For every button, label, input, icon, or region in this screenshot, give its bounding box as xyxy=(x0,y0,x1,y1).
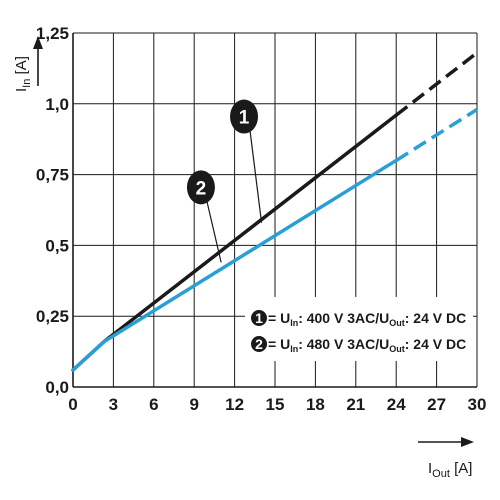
annotation-marker-2 xyxy=(186,170,215,205)
y-axis-title-sub: In xyxy=(21,79,33,88)
legend-text-part: : 24 V DC xyxy=(405,310,466,326)
series-2-line xyxy=(71,158,398,372)
x-axis-title-sub: Out xyxy=(432,468,450,480)
legend-text-part: = U xyxy=(268,336,290,352)
legend-text-part: : 480 V 3AC/U xyxy=(298,336,389,352)
x-tick-label: 6 xyxy=(149,395,158,414)
x-tick-label: 12 xyxy=(225,395,244,414)
legend-text-sub: In xyxy=(290,318,298,328)
series-1-dashed-line xyxy=(395,51,479,117)
x-tick-label: 24 xyxy=(387,395,406,414)
legend-marker-1 xyxy=(251,310,267,326)
y-axis-title-unit: [A] xyxy=(13,56,30,79)
legend-marker-2 xyxy=(251,336,267,352)
annotation-label: 1 xyxy=(239,108,250,129)
legend-entry-1: = UIn: 400 V 3AC/UOut: 24 V DC xyxy=(268,310,466,328)
x-axis-title: IOut [A] xyxy=(428,460,472,480)
y-axis-arrow-head xyxy=(33,36,43,49)
annotation-label: 2 xyxy=(196,178,207,199)
annotation-leader-2 xyxy=(206,201,222,263)
y-tick-label: 0,0 xyxy=(45,378,69,397)
x-tick-label: 30 xyxy=(468,395,487,414)
x-tick-label: 27 xyxy=(427,395,446,414)
series-layer xyxy=(71,51,479,372)
legend: 1 = UIn: 400 V 3AC/UOut: 24 V DC2 = UIn: 4… xyxy=(245,297,473,361)
x-tick-label: 9 xyxy=(189,395,198,414)
x-tick-label: 15 xyxy=(266,395,285,414)
legend-box xyxy=(245,297,473,361)
series-2-dashed-line xyxy=(395,107,478,162)
x-axis-title-unit: [A] xyxy=(450,460,473,477)
x-tick-label: 21 xyxy=(346,395,365,414)
x-tick-label: 3 xyxy=(109,395,118,414)
axis-titles: IOut [A]IIn [A] xyxy=(13,36,474,480)
legend-marker-label: 2 xyxy=(255,336,263,352)
x-tick-label: 18 xyxy=(306,395,325,414)
y-tick-label: 0,25 xyxy=(36,307,69,326)
annotations: 12 xyxy=(186,99,263,263)
y-tick-label: 1,25 xyxy=(36,24,69,43)
y-tick-label: 0,5 xyxy=(45,236,69,255)
legend-text-part: : 400 V 3AC/U xyxy=(298,310,389,326)
legend-text-sub: In xyxy=(290,344,298,354)
legend-entry-2: = UIn: 480 V 3AC/UOut: 24 V DC xyxy=(268,336,466,354)
annotation-marker-1 xyxy=(230,99,259,134)
annotation-leader-1 xyxy=(249,130,263,223)
x-tick-label: 0 xyxy=(68,395,77,414)
y-tick-label: 1,0 xyxy=(45,95,69,114)
legend-text-sub: Out xyxy=(389,318,405,328)
tick-labels: 0 3 6 9 12 15 18 21 24 27 300,00,250,50,751,01,25 xyxy=(36,24,487,414)
legend-text-part: : 24 V DC xyxy=(405,336,466,352)
legend-text-part: = U xyxy=(268,310,290,326)
y-tick-label: 0,75 xyxy=(36,166,69,185)
legend-text-sub: Out xyxy=(389,344,405,354)
y-axis-title: IIn [A] xyxy=(13,56,33,92)
legend-marker-label: 1 xyxy=(255,310,263,326)
x-axis-title-main: I xyxy=(428,460,432,477)
y-axis-title-main: I xyxy=(13,88,30,92)
x-axis-arrow-head xyxy=(461,437,474,447)
